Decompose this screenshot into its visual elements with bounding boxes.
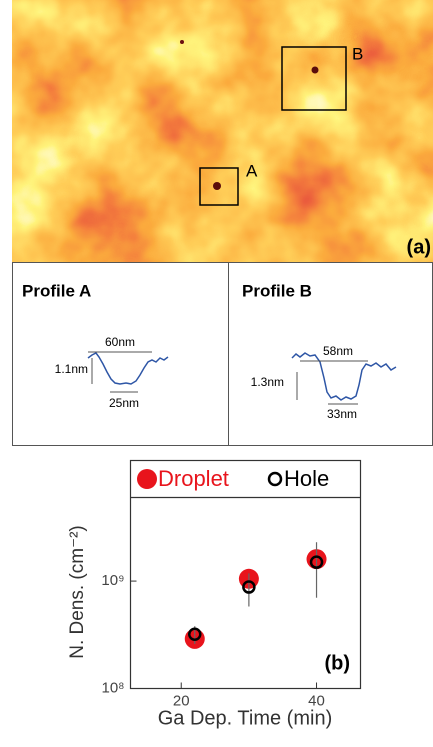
x-tick-label: 20	[173, 692, 190, 709]
profile-curve	[87, 352, 169, 385]
profile-bottom: 33nm	[327, 407, 357, 421]
plot-frame	[129, 459, 362, 690]
hole-point	[242, 580, 256, 594]
panel-label: (b)	[324, 652, 350, 674]
legend-marker	[137, 469, 157, 489]
marker-box	[281, 46, 347, 111]
profile-curve	[291, 352, 397, 401]
profile-bottom: 25nm	[109, 396, 139, 410]
x-axis-label: Ga Dep. Time (min)	[158, 707, 332, 729]
profile-title: Profile A	[22, 281, 91, 300]
y-tick-label: 10⁹	[101, 572, 124, 589]
legend-label: Droplet	[158, 466, 229, 491]
pit	[213, 182, 221, 190]
legend-label: Hole	[284, 466, 329, 491]
profile-height: 1.3nm	[251, 375, 284, 389]
pit	[180, 40, 184, 44]
pit	[311, 66, 319, 74]
marker-label: B	[352, 44, 363, 63]
hole-point	[309, 555, 324, 569]
marker-box	[199, 167, 239, 206]
x-tick-label: 40	[308, 692, 325, 709]
profile-width: 58nm	[323, 344, 353, 358]
legend-marker	[267, 471, 283, 487]
afm-image	[12, 0, 433, 262]
panel-label: (a)	[407, 236, 431, 258]
y-axis-label: N. Dens. (cm⁻²)	[67, 525, 88, 659]
profile-title: Profile B	[242, 281, 312, 300]
profile-height: 1.1nm	[55, 362, 88, 376]
profile-width: 60nm	[105, 335, 135, 349]
y-tick-label: 10⁸	[101, 679, 124, 696]
hole-point	[188, 627, 202, 641]
marker-label: A	[246, 161, 258, 180]
